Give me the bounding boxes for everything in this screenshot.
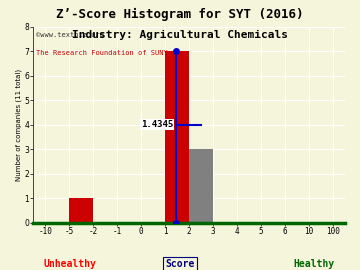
Text: Z’-Score Histogram for SYT (2016): Z’-Score Histogram for SYT (2016) <box>56 8 304 21</box>
Text: Healthy: Healthy <box>294 259 335 269</box>
Text: Industry: Agricultural Chemicals: Industry: Agricultural Chemicals <box>72 30 288 40</box>
Bar <box>165 51 189 223</box>
Text: The Research Foundation of SUNY: The Research Foundation of SUNY <box>36 50 168 56</box>
Bar <box>189 149 213 223</box>
Bar <box>69 198 93 223</box>
Text: ©www.textbiz.org: ©www.textbiz.org <box>36 32 104 39</box>
Text: Unhealthy: Unhealthy <box>43 259 96 269</box>
Y-axis label: Number of companies (11 total): Number of companies (11 total) <box>15 69 22 181</box>
Text: 1.4345: 1.4345 <box>141 120 173 129</box>
Text: Score: Score <box>165 259 195 269</box>
